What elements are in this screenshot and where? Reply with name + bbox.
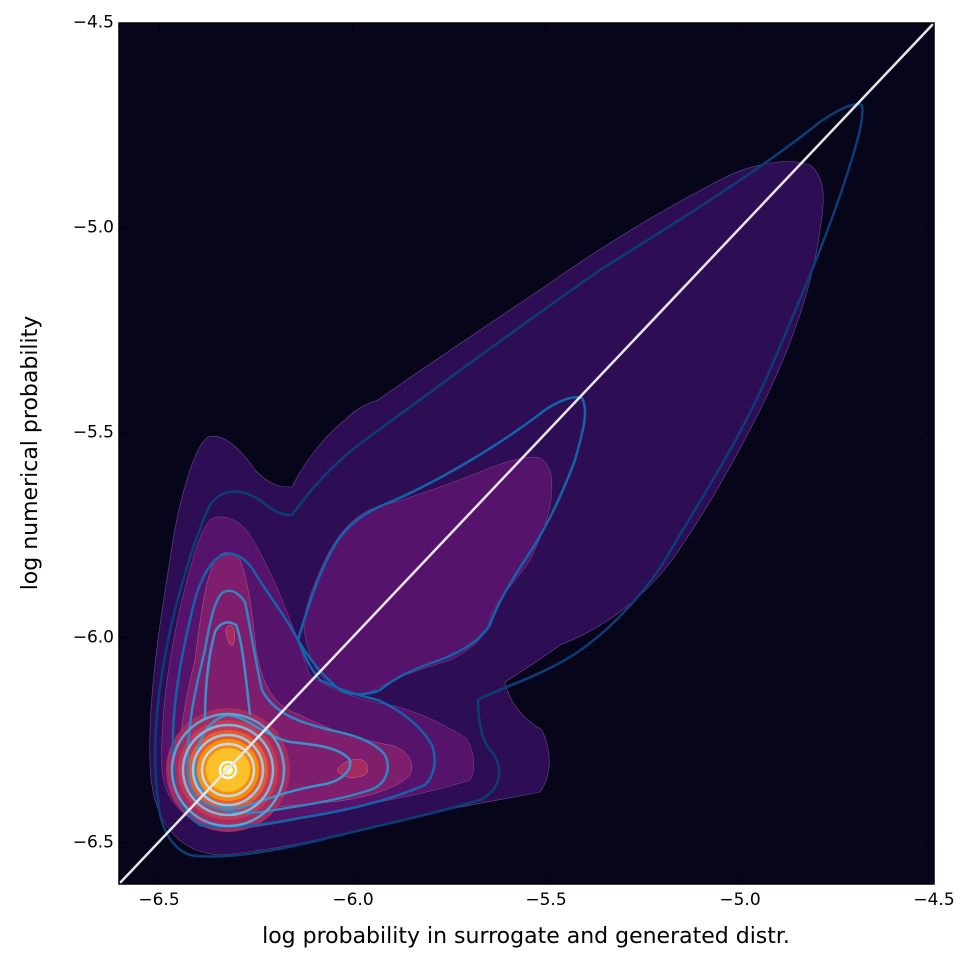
line-contour-7 [191, 733, 265, 807]
x-axis-label: log probability in surrogate and generat… [262, 924, 790, 949]
line-contour-6 [181, 723, 275, 817]
axis-ticks [119, 23, 934, 884]
density-contours [119, 23, 934, 884]
axes-frame [118, 22, 935, 885]
filled-contour-level-4-arm-vertical [225, 624, 236, 646]
y-axis-label: log numerical probability [18, 315, 43, 591]
line-contour-8 [200, 742, 256, 798]
x-tick-label: −4.5 [913, 890, 955, 910]
y-tick-label: −5.0 [72, 217, 114, 238]
y-tick-label: −5.5 [72, 422, 114, 443]
line-contour-5 [170, 712, 286, 828]
y-tick-label: −4.5 [72, 12, 114, 33]
line-contour-3 [186, 589, 389, 814]
y-tick-label: −6.0 [72, 627, 114, 648]
x-tick-label: −6.5 [138, 890, 180, 910]
x-tick-label: −5.0 [719, 890, 761, 910]
line-contour-4-vertical [203, 621, 252, 721]
line-contour-1 [153, 103, 864, 858]
y-tick-label: −6.5 [72, 832, 114, 853]
x-tick-label: −6.0 [332, 890, 374, 910]
line-contour-9 [218, 760, 238, 780]
identity-reference-line [119, 23, 934, 884]
line-contours [153, 103, 864, 858]
line-contour-2-ridge [296, 395, 587, 696]
x-tick-label: −5.5 [525, 890, 567, 910]
